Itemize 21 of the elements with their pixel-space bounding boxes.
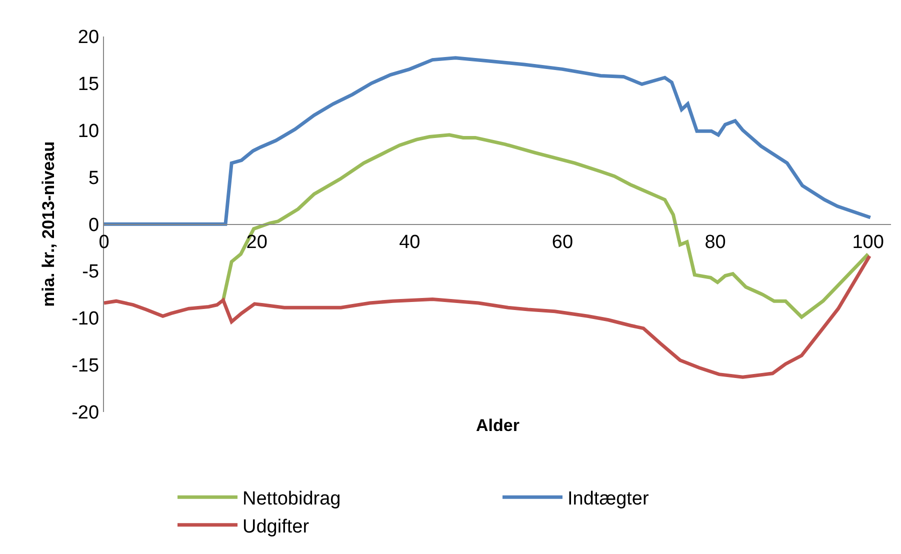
line-series [104,56,872,226]
y-tick-label: 10 [78,120,100,142]
y-axis-title: mia. kr., 2013-niveau [39,141,58,307]
y-tick-label: -15 [72,356,100,377]
y-tick-label: 0 [88,214,100,236]
x-tick-label: 100 [852,232,884,254]
y-tick-label: -20 [72,402,100,424]
legend-label: Nettobidrag [242,488,341,510]
x-tick-label: 80 [704,232,726,254]
y-tick-label: -10 [72,308,100,330]
y-tick-label: 20 [78,26,100,48]
x-tick-label: 60 [552,232,574,254]
y-tick-label: 15 [78,74,100,95]
x-axis-title: Alder [476,416,520,435]
y-tick-label: -5 [82,262,100,283]
line-series [104,254,872,379]
legend-label: Indtægter [568,488,650,510]
x-tick-label: 20 [246,232,268,254]
legend-label: Udgifter [242,516,310,538]
x-tick-label: 40 [399,232,420,254]
y-tick-label: 5 [88,168,100,189]
